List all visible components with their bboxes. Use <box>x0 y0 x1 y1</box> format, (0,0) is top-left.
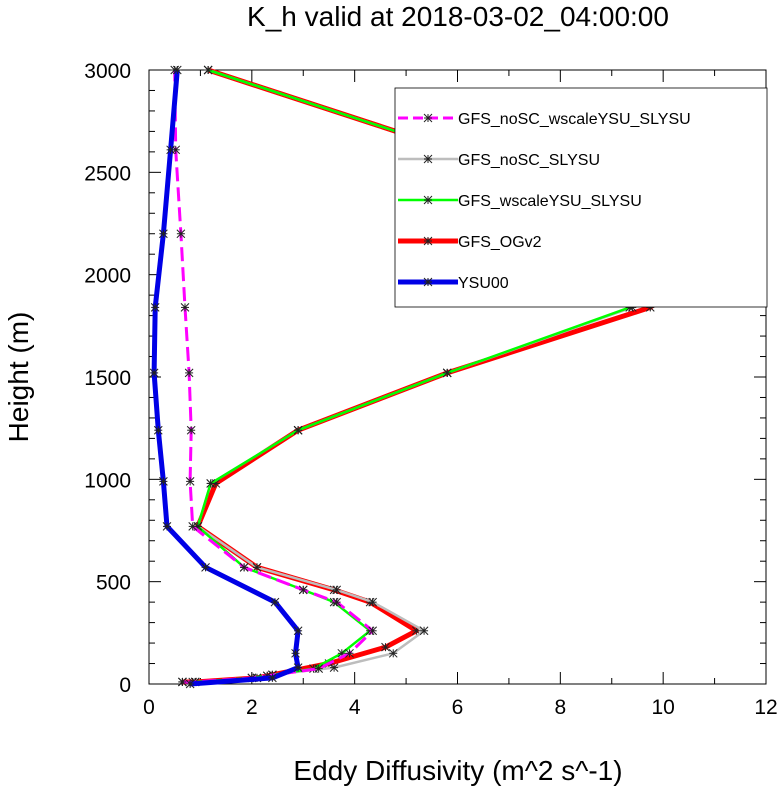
legend-label: GFS_noSC_wscaleYSU_SLYSU <box>458 111 691 128</box>
legend-item: GFS_wscaleYSU_SLYSU <box>398 193 642 210</box>
series-point <box>423 113 433 123</box>
series-point <box>186 425 196 435</box>
y-tick-label: 1000 <box>84 469 131 492</box>
legend-item: YSU00 <box>398 275 509 292</box>
series-point <box>162 522 172 531</box>
series-point <box>153 425 163 435</box>
series-point <box>293 663 303 672</box>
x-axis-title: Eddy Diffusivity (m^2 s^-1) <box>293 755 622 786</box>
series-YSU00 <box>149 65 303 689</box>
series-point <box>176 229 186 239</box>
series-point <box>188 522 198 531</box>
x-tick-label: 12 <box>754 696 777 719</box>
y-axis: 0 500 1000 1500 2000 2500 3000 <box>84 60 766 697</box>
series-point <box>150 303 160 312</box>
y-tick-label: 2500 <box>84 162 131 185</box>
series-point <box>184 368 194 378</box>
series-point <box>293 425 303 435</box>
series-point <box>239 562 249 572</box>
x-tick-label: 0 <box>143 696 155 719</box>
chart-title: K_h valid at 2018-03-02_04:00:00 <box>247 1 669 32</box>
legend-item: GFS_OGv2 <box>398 234 542 251</box>
series-point <box>203 65 213 75</box>
legend-box <box>394 87 768 308</box>
series-point <box>368 626 378 636</box>
series-point <box>149 368 159 378</box>
series-point <box>332 597 342 607</box>
series-point <box>314 664 324 674</box>
legend-label: YSU00 <box>458 275 509 292</box>
x-tick-label: 4 <box>349 696 361 719</box>
series-point <box>423 154 433 164</box>
series-point <box>423 236 433 246</box>
series-point <box>345 648 354 658</box>
series-point <box>419 626 429 636</box>
series-point <box>270 597 280 607</box>
series-point <box>291 648 300 658</box>
series-point <box>268 673 277 683</box>
x-tick-label: 6 <box>452 696 464 719</box>
series-point <box>185 679 195 689</box>
legend-label: GFS_OGv2 <box>458 234 542 251</box>
x-tick-label: 8 <box>554 696 566 719</box>
x-tick-label: 10 <box>651 696 674 719</box>
y-tick-label: 0 <box>119 674 131 697</box>
series-point <box>423 195 433 205</box>
legend-item: GFS_noSC_SLYSU <box>398 152 600 169</box>
y-tick-label: 3000 <box>84 60 131 83</box>
x-axis: 0 2 4 6 8 10 12 <box>143 70 778 719</box>
y-tick-label: 2000 <box>84 265 131 288</box>
series-point <box>159 229 168 239</box>
series-point <box>159 477 168 486</box>
y-tick-label: 1500 <box>84 367 131 390</box>
series-point <box>206 479 216 488</box>
series-point <box>201 562 210 572</box>
series-point <box>293 626 303 636</box>
y-tick-label: 500 <box>96 572 131 595</box>
series-point <box>178 677 187 687</box>
series-line <box>173 69 375 684</box>
series-point <box>180 303 190 312</box>
series-point <box>172 65 182 75</box>
legend-item: GFS_noSC_wscaleYSU_SLYSU <box>398 111 691 128</box>
y-axis-title: Height (m) <box>3 312 34 443</box>
series-layer <box>149 65 743 689</box>
series-point <box>368 597 378 607</box>
series-point <box>329 663 339 672</box>
series-point <box>166 145 175 155</box>
x-tick-label: 2 <box>246 696 258 719</box>
series-point <box>442 368 452 378</box>
legend: GFS_noSC_wscaleYSU_SLYSU GFS_noSC_SLYSU GF… <box>394 87 768 308</box>
series-point <box>332 585 342 595</box>
series-point <box>381 642 390 652</box>
series-point <box>298 585 308 595</box>
series-point <box>185 477 195 486</box>
legend-label: GFS_noSC_SLYSU <box>458 152 600 169</box>
legend-label: GFS_wscaleYSU_SLYSU <box>458 193 642 210</box>
series-line <box>151 69 301 687</box>
series-point <box>388 648 398 658</box>
series-point <box>423 277 433 287</box>
